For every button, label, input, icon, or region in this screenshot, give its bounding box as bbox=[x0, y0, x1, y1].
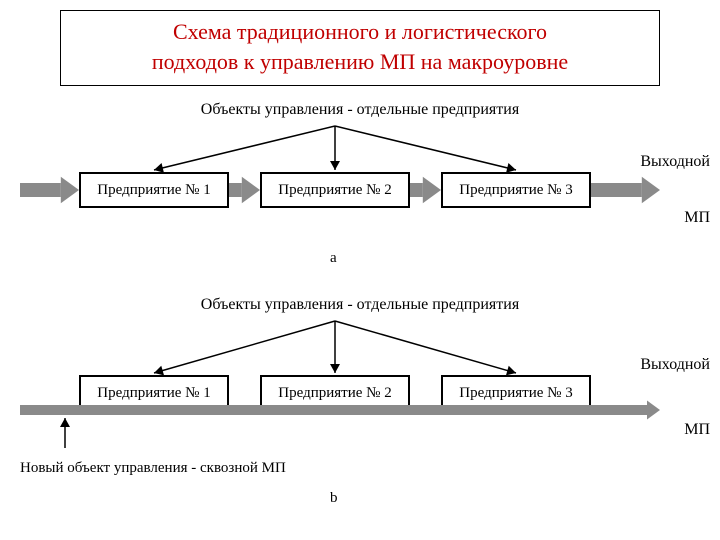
panel-a-letter: a bbox=[330, 250, 337, 267]
enterprise-box-a2: Предприятие № 2 bbox=[260, 172, 410, 208]
panel-b-letter: b bbox=[330, 490, 338, 507]
enterprise-box-a3: Предприятие № 3 bbox=[441, 172, 591, 208]
panel-b-bottom-label: Новый объект управления - сквозной МП bbox=[20, 460, 286, 477]
panel-a-top-label: Объекты управления - отдельные предприят… bbox=[0, 101, 720, 119]
enterprise-box-a1: Предприятие № 1 bbox=[79, 172, 229, 208]
panel-b-right-top: Выходной bbox=[640, 356, 710, 374]
panel-a-right-bottom: МП bbox=[684, 209, 710, 227]
enterprise-box-b1: Предприятие № 1 bbox=[79, 375, 229, 411]
panel-a-right-top: Выходной bbox=[640, 153, 710, 171]
title-box: Схема традиционного и логистического под… bbox=[60, 10, 660, 86]
panel-b-top-label: Объекты управления - отдельные предприят… bbox=[0, 296, 720, 314]
title-line1: Схема традиционного и логистического bbox=[69, 17, 651, 47]
panel-b-right-bottom: МП bbox=[684, 421, 710, 439]
enterprise-box-b2: Предприятие № 2 bbox=[260, 375, 410, 411]
enterprise-box-b3: Предприятие № 3 bbox=[441, 375, 591, 411]
title-line2: подходов к управлению МП на макроуровне bbox=[69, 47, 651, 77]
